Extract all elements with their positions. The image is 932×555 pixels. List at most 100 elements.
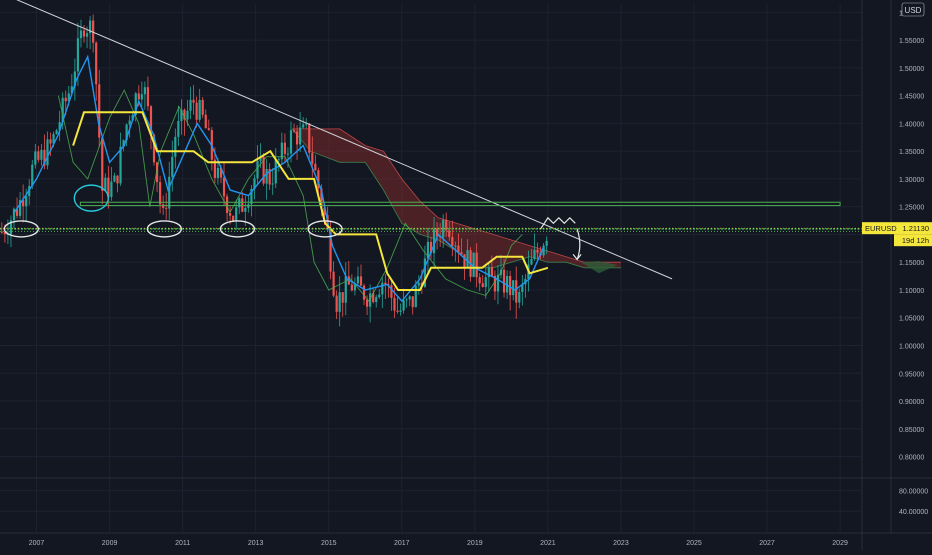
candle-down xyxy=(22,200,25,207)
candle-down xyxy=(241,198,244,212)
circled-low xyxy=(73,184,110,212)
candle-up xyxy=(545,240,548,246)
arrow-head xyxy=(572,254,582,261)
candle-up xyxy=(286,153,290,155)
candle-up xyxy=(414,285,417,308)
candle-up xyxy=(119,146,122,184)
candle-up xyxy=(79,30,83,39)
candle-down xyxy=(116,175,119,184)
candle-down xyxy=(311,152,314,164)
candle-up xyxy=(168,176,171,209)
candle-down xyxy=(107,177,110,197)
candle-down xyxy=(396,310,399,312)
candle-down xyxy=(365,299,369,307)
candle-up xyxy=(67,93,70,102)
candle-up xyxy=(128,120,131,125)
candle-up xyxy=(186,110,189,120)
candle-up xyxy=(381,282,384,295)
candle-up xyxy=(512,280,515,296)
y-tick-label: 0.95000 xyxy=(899,371,924,378)
candle-down xyxy=(268,168,271,185)
candle-down xyxy=(460,252,463,255)
candle-up xyxy=(518,292,521,303)
circled-low xyxy=(3,220,40,238)
y-tick-label: 0.85000 xyxy=(899,427,924,434)
candle-down xyxy=(183,109,186,120)
candle-up xyxy=(417,282,420,286)
x-tick-label: 2023 xyxy=(613,540,629,547)
candle-down xyxy=(387,284,390,286)
y-tick-label: 1.40000 xyxy=(899,121,924,128)
candle-down xyxy=(335,295,338,312)
candle-down xyxy=(213,159,216,179)
candle-down xyxy=(0,231,3,233)
y-tick-label: 0.80000 xyxy=(899,455,924,462)
y-tick-label: 1.00000 xyxy=(899,344,924,351)
candle-down xyxy=(536,249,539,253)
candle-down xyxy=(207,128,210,131)
y-tick-label: 1.25000 xyxy=(899,205,924,212)
indicator-lines xyxy=(14,54,549,303)
candle-down xyxy=(478,277,481,284)
candle-down xyxy=(372,293,375,303)
candle-up xyxy=(375,297,378,303)
candle-up xyxy=(271,183,274,185)
candle-down xyxy=(146,87,150,107)
candle-down xyxy=(332,271,335,296)
circled-low xyxy=(219,220,256,238)
candle-down xyxy=(149,106,153,135)
candle-down xyxy=(359,276,363,286)
candle-down xyxy=(152,134,156,163)
circled-low xyxy=(307,220,343,238)
candle-down xyxy=(350,284,353,291)
price-badge-symbol: EURUSD xyxy=(865,224,897,233)
kijun-sen xyxy=(72,111,549,291)
candle-down xyxy=(308,123,311,153)
candle-down xyxy=(448,230,451,237)
candle-down xyxy=(204,114,207,129)
candle-down xyxy=(82,30,86,37)
candle-down xyxy=(490,267,493,276)
candle-up xyxy=(18,200,22,216)
candle-down xyxy=(98,84,101,138)
candle-up xyxy=(259,156,262,161)
candle-down xyxy=(509,276,512,296)
osc-tick-label: 80.00000 xyxy=(899,488,928,495)
candle-down xyxy=(493,275,497,292)
y-tick-label: 1.05000 xyxy=(899,316,924,323)
candle-up xyxy=(31,164,34,187)
candle-up xyxy=(198,99,201,120)
candle-down xyxy=(201,99,204,115)
candle-up xyxy=(302,124,305,128)
candle-down xyxy=(37,151,40,160)
price-badge: EURUSD 1.21130 19d 12h xyxy=(862,222,932,247)
candle-up xyxy=(88,20,92,34)
candle-down xyxy=(101,137,104,191)
candle-down xyxy=(457,245,460,253)
candle-up xyxy=(76,38,80,72)
candle-down xyxy=(320,188,323,208)
currency-label: USD xyxy=(905,6,922,15)
candle-up xyxy=(289,130,293,154)
candle-up xyxy=(542,245,545,256)
candle-up xyxy=(9,220,13,235)
y-tick-label: 1.35000 xyxy=(899,149,924,156)
candle-down xyxy=(195,102,198,120)
x-tick-label: 2029 xyxy=(832,540,848,547)
candle-up xyxy=(171,156,174,177)
candle-up xyxy=(104,177,107,191)
osc-tick-label: 40.00000 xyxy=(899,509,928,516)
candle-up xyxy=(174,136,177,157)
candle-down xyxy=(341,292,344,303)
countdown-box xyxy=(894,234,932,247)
candle-up xyxy=(378,294,381,298)
candle-up xyxy=(505,276,509,293)
currency-badge[interactable]: USD xyxy=(901,2,925,17)
x-tick-label: 2017 xyxy=(394,540,410,547)
price-badge-box xyxy=(862,222,932,235)
candle-down xyxy=(445,219,448,231)
candle-up xyxy=(140,94,143,100)
